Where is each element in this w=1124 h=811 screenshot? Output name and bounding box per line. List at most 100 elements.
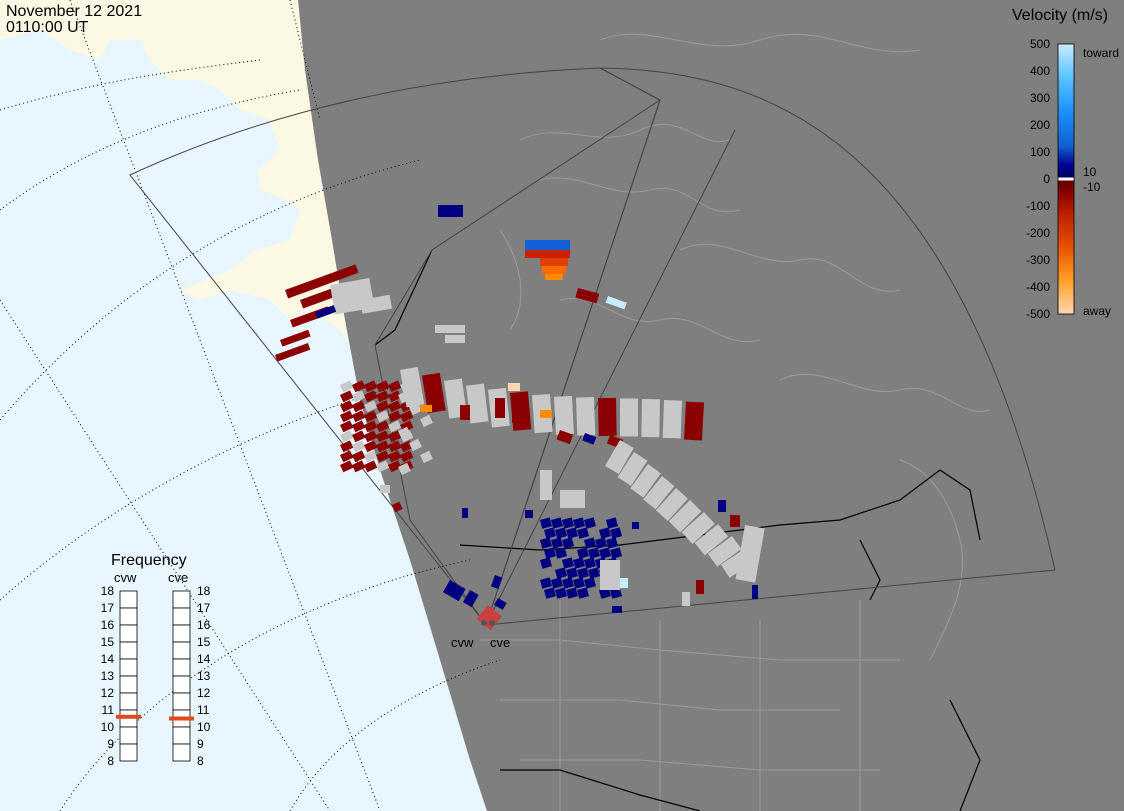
echo-cell <box>495 398 505 418</box>
echo-cell <box>428 378 440 396</box>
echo-cell <box>340 440 354 453</box>
echo-cell <box>375 440 390 453</box>
echo-cell <box>617 451 648 486</box>
frequency-tick-label: 12 <box>197 686 211 700</box>
echo-cell <box>707 536 742 567</box>
echo-cell <box>610 547 622 559</box>
echo-cell <box>340 400 354 413</box>
velocity-toward-label: toward <box>1083 46 1119 60</box>
frequency-cell <box>119 692 138 711</box>
echo-cell <box>399 366 425 408</box>
velocity-tick-label: -400 <box>1026 280 1050 294</box>
echo-cell <box>387 430 402 443</box>
velocity-away-label: away <box>1083 304 1111 318</box>
echo-cell <box>387 390 402 403</box>
velocity-legend-title: Velocity (m/s) <box>1012 7 1108 24</box>
echo-cell <box>655 488 688 522</box>
frequency-tick-label: 18 <box>197 584 211 598</box>
radar-site-label-cvw: cvw <box>451 635 474 650</box>
echo-cell <box>352 390 366 403</box>
echo-cell <box>684 401 704 441</box>
echo-cell <box>525 250 570 258</box>
echo-cell <box>375 410 390 423</box>
echo-cell <box>576 567 589 579</box>
radar-sites: cvw cve <box>451 620 510 650</box>
echo-cell <box>539 557 552 569</box>
frequency-tick-label: 11 <box>197 703 210 717</box>
echo-cell <box>539 577 552 589</box>
echo-cell <box>387 400 402 413</box>
echo-cell <box>364 410 378 423</box>
echo-cell <box>562 557 574 569</box>
echo-cell <box>387 410 402 423</box>
frequency-radar-label-cve: cve <box>168 570 188 585</box>
echo-cell <box>363 420 378 433</box>
echo-cell <box>718 500 726 512</box>
echo-cell <box>376 380 390 393</box>
echo-cell <box>610 527 622 539</box>
graticule <box>0 0 501 811</box>
echo-cell <box>352 440 366 453</box>
echo-cell <box>583 577 596 589</box>
echo-cell <box>584 537 596 549</box>
echo-cell <box>340 420 354 433</box>
echo-cell <box>351 380 366 393</box>
echo-cell <box>605 517 618 529</box>
echo-cell <box>575 397 596 436</box>
velocity-tick-label: -300 <box>1026 253 1050 267</box>
frequency-tick-label: 11 <box>102 703 115 717</box>
frequency-radar-label-cvw: cvw <box>114 570 137 585</box>
echo-cell <box>562 577 574 589</box>
echo-cell <box>351 450 366 463</box>
frequency-cell <box>172 675 191 694</box>
echo-cell <box>339 430 354 443</box>
echo-cell <box>543 527 556 539</box>
echo-cell <box>340 460 354 473</box>
echo-cell <box>582 433 597 445</box>
echo-cell <box>583 557 596 569</box>
echo-cell <box>380 485 390 493</box>
echo-cell <box>445 335 465 343</box>
echo-cell <box>351 400 366 413</box>
echo-cell <box>285 264 359 299</box>
velocity-tick-label: 500 <box>1030 37 1050 51</box>
echo-cell <box>351 430 366 443</box>
echo-cell <box>606 537 618 549</box>
frequency-cell <box>119 624 138 643</box>
echo-cell <box>443 580 466 602</box>
echo-cell <box>399 410 414 423</box>
velocity-tick-label: 100 <box>1030 145 1050 159</box>
echo-cell <box>364 460 378 473</box>
echo-cell <box>463 590 479 608</box>
echo-cell <box>376 400 390 413</box>
echo-cell <box>525 510 533 518</box>
cve-fov <box>485 67 1056 626</box>
echo-cell <box>598 527 611 539</box>
echo-cell <box>508 383 520 391</box>
frequency-marker-cvw <box>116 714 141 719</box>
echo-cell <box>561 517 574 529</box>
echo-cell <box>662 399 682 439</box>
frequency-tick-label: 8 <box>197 754 204 768</box>
radar-echoes <box>275 205 765 631</box>
echo-cell <box>420 450 433 464</box>
echo-cell <box>641 398 660 438</box>
frequency-marker-cve <box>169 716 194 721</box>
echo-cell <box>275 343 311 362</box>
echo-cell <box>540 258 568 266</box>
echo-cell <box>588 547 600 559</box>
echo-cell <box>387 460 402 473</box>
frequency-bar-cve: 18 17 16 15 14 13 12 11 10 9 8 <box>169 584 211 768</box>
echo-cell <box>620 398 638 437</box>
echo-cell <box>682 592 690 606</box>
echo-cell <box>540 470 552 500</box>
echo-cell <box>399 450 414 463</box>
echo-cell <box>588 567 600 579</box>
echo-cell <box>364 380 378 393</box>
date-label: November 12 2021 <box>6 3 142 20</box>
echo-cell <box>545 274 563 280</box>
echo-cell <box>632 522 639 529</box>
frequency-cell <box>119 607 138 626</box>
frequency-tick-label: 18 <box>101 584 115 598</box>
echo-cell <box>612 606 622 613</box>
